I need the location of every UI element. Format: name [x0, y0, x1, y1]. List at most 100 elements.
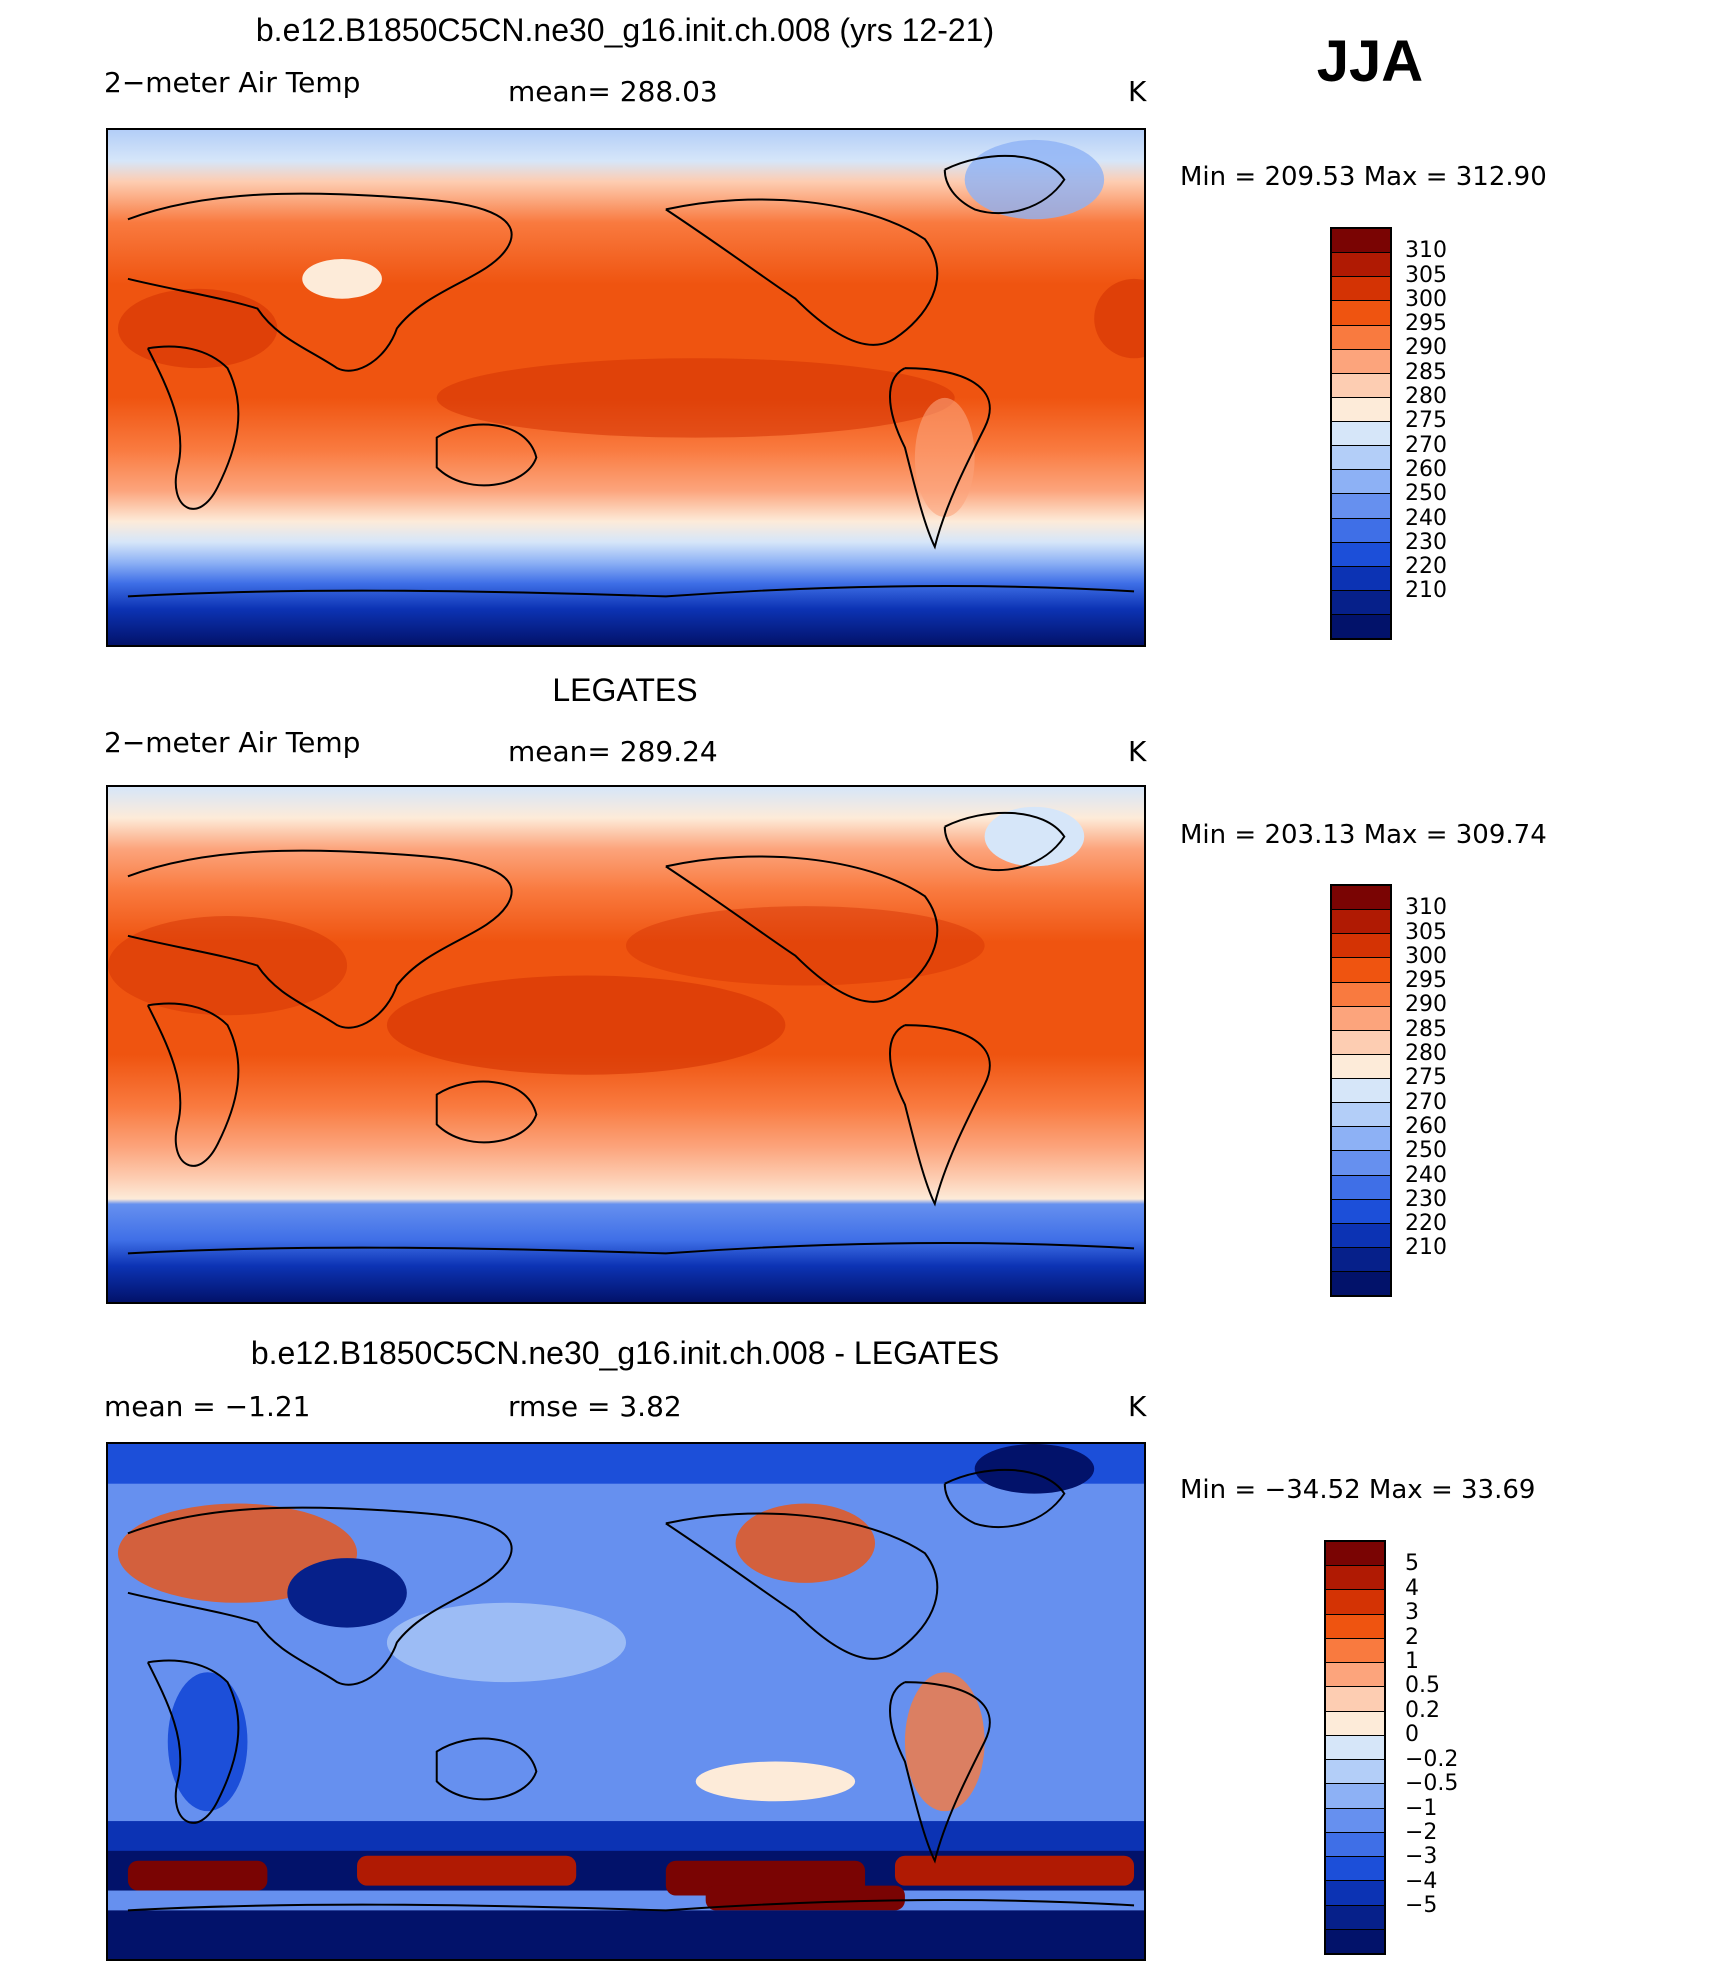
colorbar-cell: [1332, 1272, 1390, 1296]
colorbar-cell: [1326, 1881, 1384, 1906]
colorbar-cell: [1326, 1808, 1384, 1833]
colorbar-tick-label: 230: [1405, 1186, 1447, 1212]
colorbar-tick-label: 230: [1405, 529, 1447, 555]
colorbar-tick-label: 285: [1405, 359, 1447, 385]
colorbar-cell: [1332, 470, 1390, 495]
colorbar-cell: [1332, 615, 1390, 639]
colorbar-cell: [1326, 1905, 1384, 1930]
colorbar-tick-label: 220: [1405, 1211, 1447, 1237]
panel2-title: LEGATES: [552, 672, 698, 708]
panel3-map: [106, 1442, 1146, 1961]
panel3-units: K: [1128, 1390, 1147, 1423]
colorbar-tick-label: 300: [1405, 286, 1447, 312]
panel3-stat: rmse = 3.82: [508, 1390, 682, 1423]
colorbar-cell: [1326, 1760, 1384, 1785]
panel3-title: b.e12.B1850C5CN.ne30_g16.init.ch.008 - L…: [250, 1335, 1000, 1371]
colorbar-tick-label: 275: [1405, 408, 1447, 434]
colorbar-tick-label: −1: [1405, 1795, 1438, 1821]
colorbar-tick-label: −4: [1405, 1868, 1438, 1894]
colorbar-tick-label: 280: [1405, 384, 1447, 410]
colorbar-tick-label: 260: [1405, 456, 1447, 482]
colorbar-cell: [1326, 1566, 1384, 1591]
colorbar-cell: [1332, 542, 1390, 567]
colorbar-cell: [1332, 590, 1390, 615]
colorbar-cell: [1326, 1735, 1384, 1761]
colorbar-cell: [1332, 1199, 1390, 1224]
panel3-minmax: Min = −34.52 Max = 33.69: [1180, 1475, 1536, 1505]
colorbar-tick-label: 3: [1405, 1600, 1419, 1626]
colorbar-tick-label: 275: [1405, 1065, 1447, 1091]
panel1-units: K: [1128, 75, 1147, 108]
colorbar-tick-label: 270: [1405, 432, 1447, 458]
colorbar-tick-label: 270: [1405, 1089, 1447, 1115]
colorbar-tick-label: 210: [1405, 578, 1447, 604]
panel2-variable: 2−meter Air Temp: [104, 726, 361, 759]
colorbar-cell: [1332, 1247, 1390, 1272]
colorbar-cell: [1332, 253, 1390, 278]
panel1-title: b.e12.B1850C5CN.ne30_g16.init.ch.008 (yr…: [255, 12, 995, 48]
colorbar-tick-label: 280: [1405, 1041, 1447, 1067]
panel1-colorbar: [1330, 227, 1392, 640]
colorbar-tick-label: 305: [1405, 262, 1447, 288]
colorbar-cell: [1326, 1929, 1384, 1953]
panel2-minmax: Min = 203.13 Max = 309.74: [1180, 820, 1547, 850]
colorbar-tick-label: 2: [1405, 1624, 1419, 1650]
colorbar-cell: [1332, 1103, 1390, 1128]
colorbar-cell: [1332, 1127, 1390, 1152]
colorbar-cell: [1332, 886, 1390, 911]
colorbar-tick-label: 0: [1405, 1722, 1419, 1748]
colorbar-cell: [1332, 373, 1390, 398]
panel2-units: K: [1128, 735, 1147, 768]
colorbar-cell: [1332, 397, 1390, 422]
colorbar-tick-label: 240: [1405, 1162, 1447, 1188]
colorbar-cell: [1332, 1151, 1390, 1176]
colorbar-cell: [1326, 1832, 1384, 1858]
colorbar-cell: [1332, 982, 1390, 1007]
colorbar-tick-label: 4: [1405, 1575, 1419, 1601]
panel1-stat: mean= 288.03: [508, 75, 718, 108]
panel1-variable: 2−meter Air Temp: [104, 66, 361, 99]
colorbar-tick-label: 1: [1405, 1649, 1419, 1675]
colorbar-tick-label: 240: [1405, 505, 1447, 531]
panel2-stat: mean= 289.24: [508, 735, 718, 768]
panel2-map: [106, 785, 1146, 1304]
colorbar-tick-label: 300: [1405, 943, 1447, 969]
colorbar-cell: [1332, 1030, 1390, 1055]
colorbar-tick-label: 210: [1405, 1235, 1447, 1261]
colorbar-tick-label: 310: [1405, 895, 1447, 921]
colorbar-cell: [1332, 229, 1390, 254]
colorbar-cell: [1326, 1590, 1384, 1615]
colorbar-cell: [1326, 1614, 1384, 1639]
colorbar-cell: [1332, 446, 1390, 471]
colorbar-tick-label: 310: [1405, 238, 1447, 264]
colorbar-cell: [1332, 1079, 1390, 1104]
colorbar-cell: [1332, 422, 1390, 447]
season-label: JJA: [1316, 29, 1424, 94]
colorbar-tick-label: 250: [1405, 1138, 1447, 1164]
colorbar-cell: [1332, 277, 1390, 302]
colorbar-tick-label: 295: [1405, 311, 1447, 337]
colorbar-cell: [1326, 1687, 1384, 1712]
panel2-colorbar: [1330, 884, 1392, 1297]
colorbar-tick-label: −3: [1405, 1844, 1438, 1870]
colorbar-tick-label: −0.2: [1405, 1746, 1459, 1772]
colorbar-cell: [1332, 1054, 1390, 1079]
colorbar-tick-label: 260: [1405, 1113, 1447, 1139]
colorbar-cell: [1332, 1223, 1390, 1248]
colorbar-tick-label: 0.2: [1405, 1697, 1440, 1723]
colorbar-tick-label: 285: [1405, 1016, 1447, 1042]
colorbar-tick-label: 290: [1405, 335, 1447, 361]
colorbar-tick-label: −5: [1405, 1893, 1438, 1919]
colorbar-tick-label: 0.5: [1405, 1673, 1440, 1699]
panel1-map: [106, 128, 1146, 647]
colorbar-cell: [1326, 1857, 1384, 1882]
colorbar-cell: [1332, 349, 1390, 374]
panel1-minmax: Min = 209.53 Max = 312.90: [1180, 162, 1547, 192]
colorbar-tick-label: −2: [1405, 1819, 1438, 1845]
colorbar-tick-label: 250: [1405, 481, 1447, 507]
colorbar-cell: [1332, 301, 1390, 326]
colorbar-cell: [1326, 1711, 1384, 1736]
colorbar-cell: [1326, 1663, 1384, 1688]
colorbar-cell: [1332, 325, 1390, 350]
colorbar-cell: [1326, 1542, 1384, 1567]
